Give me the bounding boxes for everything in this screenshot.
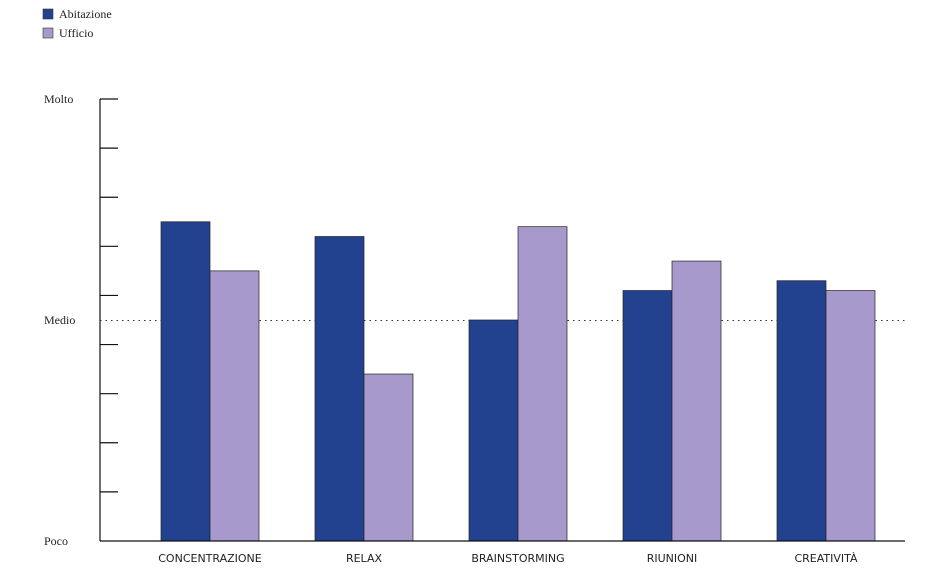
x-tick-label: BRAINSTORMING [471, 552, 564, 565]
bar-ufficio-1 [209, 270, 260, 542]
bar-ufficio-4 [671, 260, 722, 542]
x-tick-label: RELAX [346, 552, 382, 565]
y-label-molto: Molto [44, 92, 73, 106]
y-axis: Poco Medio Molto [44, 92, 118, 548]
bars [160, 221, 876, 542]
y-label-poco: Poco [44, 534, 68, 548]
legend-swatch-ufficio [42, 27, 54, 39]
legend: Abitazione Ufficio [42, 7, 112, 40]
bar-abitazione-2 [314, 236, 365, 542]
bar-abitazione-1 [160, 221, 211, 542]
legend-swatch-abitazione [42, 8, 54, 20]
bar-abitazione-5 [776, 280, 827, 542]
bar-abitazione-4 [622, 290, 673, 542]
x-tick-label: RIUNIONI [647, 552, 698, 565]
bar-ufficio-5 [825, 290, 876, 542]
x-axis: CONCENTRAZIONE RELAX BRAINSTORMING RIUNIONI… [100, 540, 905, 565]
bar-ufficio-3 [517, 226, 568, 542]
bar-abitazione-3 [468, 319, 519, 542]
x-tick-label: CREATIVITÀ [794, 552, 858, 565]
x-tick-label: CONCENTRAZIONE [158, 552, 262, 565]
bar-ufficio-2 [363, 373, 414, 542]
y-label-medio: Medio [44, 313, 75, 327]
legend-label-abitazione: Abitazione [59, 7, 112, 21]
legend-label-ufficio: Ufficio [59, 26, 93, 40]
